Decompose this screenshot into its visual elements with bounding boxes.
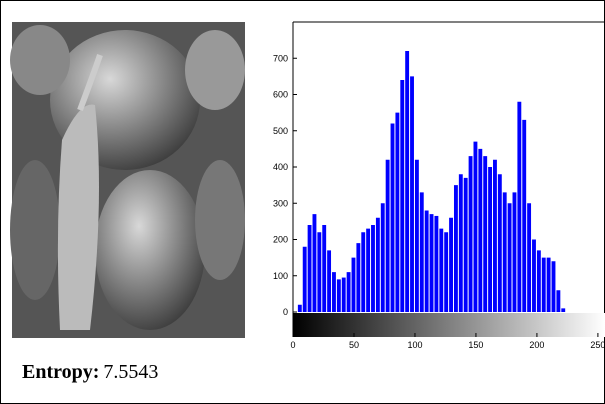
- y-tick-label: 700: [273, 53, 288, 63]
- bar: [322, 225, 327, 312]
- bar: [346, 272, 351, 312]
- y-tick-label: 500: [273, 126, 288, 136]
- bar: [458, 174, 463, 312]
- bar: [517, 101, 522, 312]
- bar: [395, 112, 400, 312]
- bar: [424, 210, 429, 312]
- x-tick-label: 150: [468, 340, 483, 350]
- bar: [536, 250, 541, 312]
- bar: [449, 217, 453, 312]
- y-tick-label: 600: [273, 90, 288, 100]
- y-tick-label: 300: [273, 198, 288, 208]
- bar: [434, 215, 439, 312]
- bar: [444, 232, 449, 312]
- bar: [507, 203, 512, 312]
- bar: [351, 257, 356, 312]
- bar: [361, 232, 366, 312]
- bar: [336, 279, 341, 312]
- bar: [512, 192, 517, 312]
- bar: [414, 159, 419, 312]
- bar: [419, 192, 424, 312]
- bar: [551, 261, 556, 312]
- bar: [493, 159, 497, 312]
- entropy-label: Entropy:: [22, 361, 99, 383]
- bar: [541, 257, 546, 312]
- x-tick-label: 250: [590, 340, 605, 350]
- x-tick-label: 200: [529, 340, 544, 350]
- bar: [380, 203, 385, 312]
- bar: [400, 80, 405, 312]
- bar: [317, 232, 322, 312]
- bar: [556, 290, 561, 312]
- bar: [502, 192, 507, 312]
- bar: [532, 239, 536, 312]
- bar: [497, 174, 502, 312]
- gray-colorbar: [293, 313, 605, 337]
- bar: [390, 123, 395, 312]
- bar: [483, 156, 488, 312]
- bar: [327, 250, 332, 312]
- bar: [546, 257, 551, 312]
- y-tick-label: 100: [273, 271, 288, 281]
- bar: [468, 156, 473, 312]
- bar: [561, 308, 566, 312]
- bar: [297, 304, 302, 312]
- bar: [371, 225, 375, 312]
- bar: [341, 277, 346, 312]
- x-tick-label: 0: [290, 340, 295, 350]
- x-tick-label: 50: [349, 340, 359, 350]
- entropy: Entropy: 7.5543: [22, 361, 158, 383]
- bar: [429, 214, 434, 312]
- bar: [366, 228, 371, 312]
- y-tick-label: 400: [273, 162, 288, 172]
- bar: [312, 214, 317, 312]
- bar: [473, 141, 478, 312]
- bar: [356, 243, 361, 312]
- bar: [522, 119, 527, 312]
- bar: [527, 203, 532, 312]
- peppers-image: [10, 22, 245, 338]
- bar: [410, 76, 414, 312]
- x-tick-label: 100: [407, 340, 422, 350]
- bar: [488, 167, 493, 312]
- bar: [385, 159, 390, 312]
- bar: [405, 51, 410, 312]
- bar: [302, 246, 307, 312]
- bar: [478, 148, 483, 312]
- bar: [375, 217, 380, 312]
- y-tick-label: 0: [283, 307, 288, 317]
- bar: [439, 228, 444, 312]
- bar: [332, 272, 336, 312]
- y-tick-label: 200: [273, 235, 288, 245]
- bar: [463, 177, 468, 312]
- entropy-value: 7.5543: [103, 361, 158, 383]
- bar: [453, 185, 458, 312]
- bar: [307, 225, 312, 312]
